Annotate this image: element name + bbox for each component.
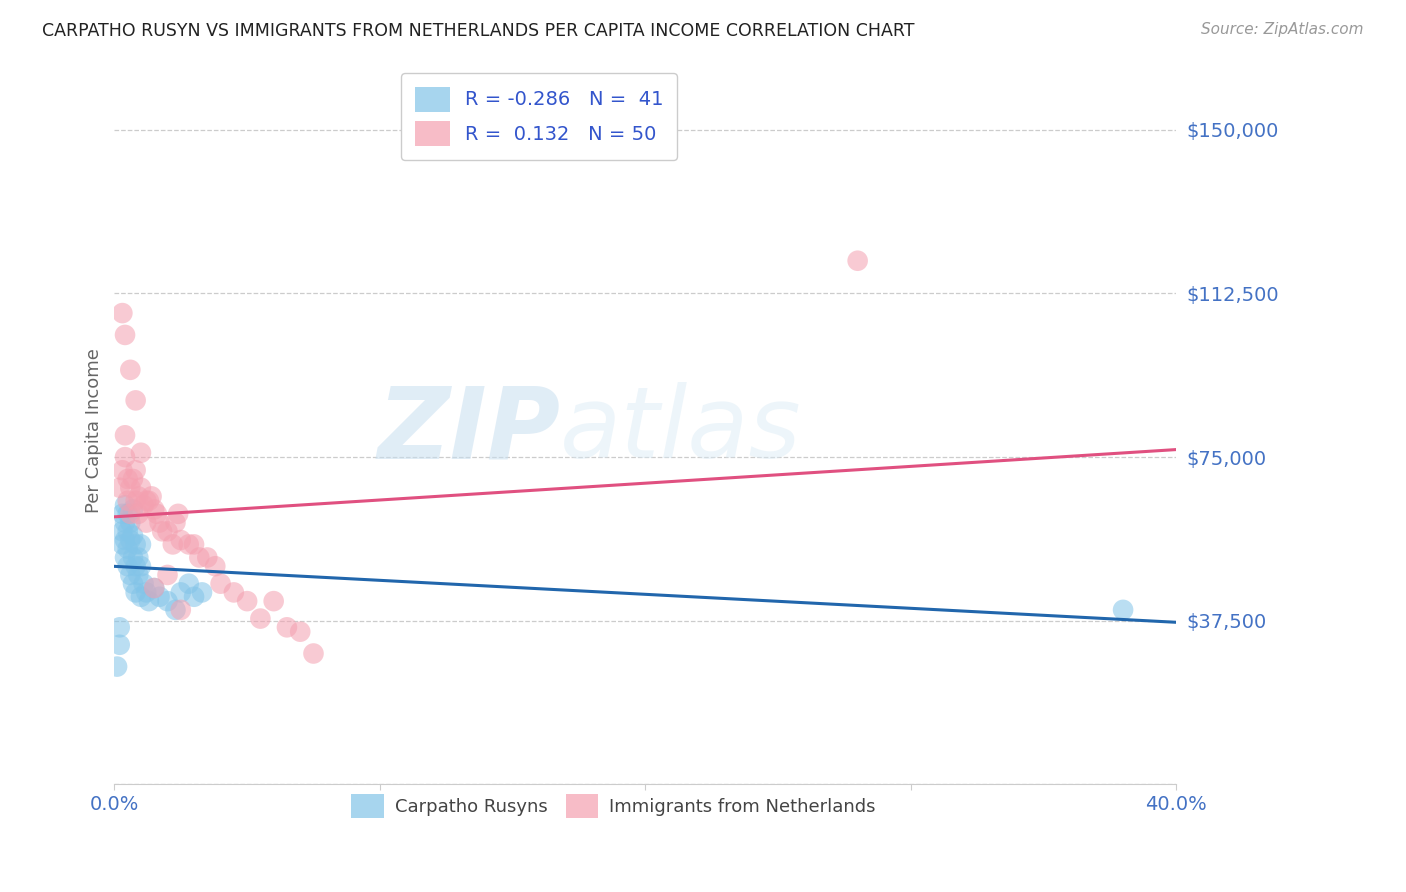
Point [162, 537, 184, 551]
Point [129, 481, 152, 495]
Point [122, 529, 145, 543]
Point [236, 594, 259, 608]
Point [129, 590, 152, 604]
Legend: Carpatho Rusyns, Immigrants from Netherlands: Carpatho Rusyns, Immigrants from Netherl… [344, 788, 883, 825]
Text: ZIP: ZIP [377, 383, 561, 479]
Point [165, 516, 187, 530]
Point [846, 253, 869, 268]
Point [127, 568, 149, 582]
Point [111, 524, 134, 539]
Point [111, 306, 134, 320]
Point [209, 576, 232, 591]
Point [120, 363, 142, 377]
Point [127, 489, 149, 503]
Point [150, 524, 173, 539]
Point [117, 472, 139, 486]
Point [143, 502, 166, 516]
Point [156, 524, 179, 539]
Point [117, 507, 139, 521]
Point [129, 537, 152, 551]
Point [111, 537, 134, 551]
Point [117, 559, 139, 574]
Point [249, 611, 271, 625]
Point [122, 550, 145, 565]
Point [105, 659, 128, 673]
Point [124, 537, 146, 551]
Point [114, 428, 136, 442]
Point [114, 533, 136, 547]
Point [129, 559, 152, 574]
Point [141, 489, 163, 503]
Point [114, 327, 136, 342]
Point [143, 581, 166, 595]
Point [290, 624, 312, 639]
Point [122, 472, 145, 486]
Point [1112, 603, 1135, 617]
Point [111, 463, 134, 477]
Point [191, 585, 214, 599]
Point [114, 498, 136, 512]
Point [108, 481, 131, 495]
Point [177, 576, 200, 591]
Point [148, 516, 170, 530]
Point [276, 620, 298, 634]
Text: atlas: atlas [561, 383, 801, 479]
Point [124, 493, 146, 508]
Point [263, 594, 285, 608]
Point [108, 638, 131, 652]
Point [135, 493, 157, 508]
Point [127, 507, 149, 521]
Point [146, 507, 169, 521]
Point [183, 537, 205, 551]
Point [120, 507, 142, 521]
Point [117, 493, 139, 508]
Point [204, 559, 226, 574]
Point [120, 516, 142, 530]
Point [188, 550, 211, 565]
Point [114, 550, 136, 565]
Point [148, 590, 170, 604]
Point [132, 498, 155, 512]
Point [111, 507, 134, 521]
Point [167, 507, 190, 521]
Point [183, 590, 205, 604]
Point [132, 576, 155, 591]
Point [170, 603, 193, 617]
Point [120, 481, 142, 495]
Point [195, 550, 218, 565]
Point [114, 516, 136, 530]
Point [124, 393, 146, 408]
Point [124, 585, 146, 599]
Point [156, 568, 179, 582]
Point [120, 568, 142, 582]
Point [120, 533, 142, 547]
Point [117, 541, 139, 556]
Point [117, 524, 139, 539]
Point [108, 620, 131, 634]
Point [122, 576, 145, 591]
Point [114, 450, 136, 464]
Text: Source: ZipAtlas.com: Source: ZipAtlas.com [1201, 22, 1364, 37]
Text: CARPATHO RUSYN VS IMMIGRANTS FROM NETHERLANDS PER CAPITA INCOME CORRELATION CHAR: CARPATHO RUSYN VS IMMIGRANTS FROM NETHER… [42, 22, 915, 40]
Point [170, 533, 193, 547]
Point [165, 603, 187, 617]
Point [129, 446, 152, 460]
Point [127, 550, 149, 565]
Point [170, 585, 193, 599]
Point [177, 537, 200, 551]
Point [138, 594, 160, 608]
Y-axis label: Per Capita Income: Per Capita Income [86, 349, 103, 514]
Point [135, 585, 157, 599]
Point [156, 594, 179, 608]
Point [124, 559, 146, 574]
Point [143, 581, 166, 595]
Point [138, 493, 160, 508]
Point [124, 463, 146, 477]
Point [222, 585, 245, 599]
Point [122, 502, 145, 516]
Point [135, 516, 157, 530]
Point [302, 647, 325, 661]
